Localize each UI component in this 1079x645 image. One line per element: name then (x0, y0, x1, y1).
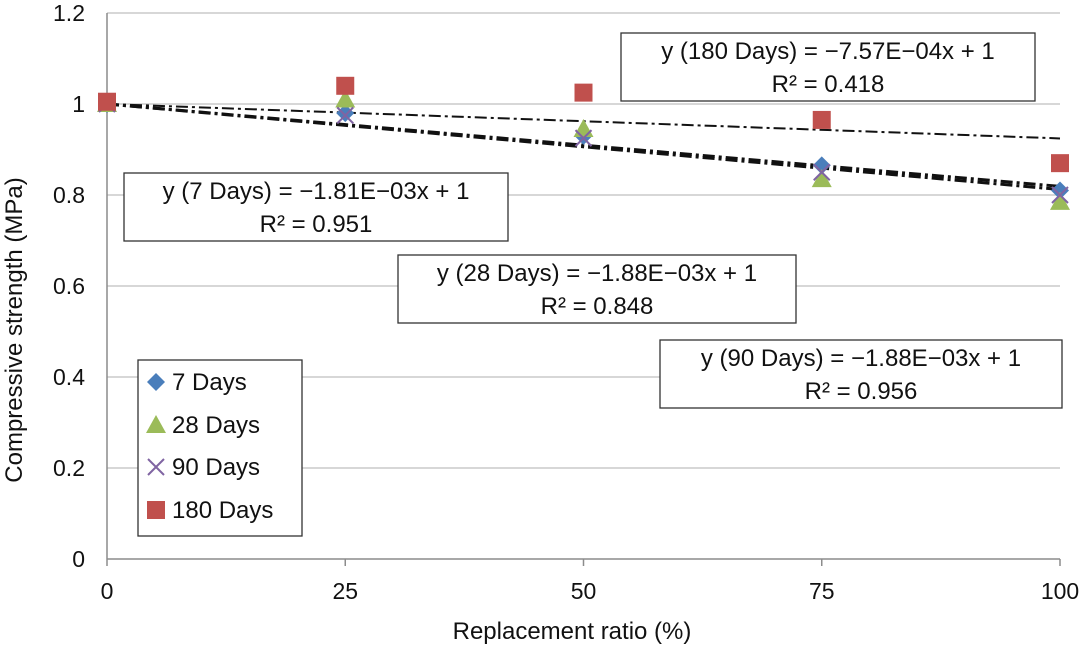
legend-label-90-days: 90 Days (172, 454, 260, 481)
point-28-days-x75 (811, 169, 832, 188)
point-7-days-x25 (336, 104, 355, 123)
x-tick-label-25: 25 (332, 578, 358, 604)
annotation-90-days-equation: y (90 Days) = −1.88E−03x + 1 (701, 345, 1021, 372)
y-tick-labels: 0 0.2 0.4 0.6 0.8 1 1.2 (53, 0, 85, 572)
annotation-90-days: y (90 Days) = −1.88E−03x + 1 R² = 0.956 (659, 339, 1063, 409)
point-90-days-x75 (813, 163, 831, 181)
point-180-days-x0 (98, 92, 116, 111)
legend: 7 Days 28 Days 90 Days 180 Days (137, 359, 303, 537)
point-180-days-x25 (336, 76, 355, 95)
y-axis-title: Compressive strength (MPa) (1, 177, 28, 482)
annotation-90-days-r2: R² = 0.956 (805, 378, 918, 405)
y-tick-label-0.6: 0.6 (53, 273, 85, 299)
x-tick-labels: 0 25 50 75 100 (101, 578, 1079, 604)
y-tick-label-0.4: 0.4 (53, 364, 85, 390)
x-tick-label-50: 50 (571, 578, 597, 604)
legend-marker-7-days (147, 373, 165, 391)
legend-label-7-days: 7 Days (172, 369, 247, 396)
point-90-days-x25 (336, 106, 354, 125)
point-28-days-x100 (1050, 191, 1070, 210)
legend-marker-90-days (147, 458, 165, 476)
annotation-28-days-equation: y (28 Days) = −1.88E−03x + 1 (437, 260, 757, 287)
annotation-28-days: y (28 Days) = −1.88E−03x + 1 R² = 0.848 (397, 254, 797, 324)
legend-markers (146, 373, 166, 519)
annotation-180-days: y (180 Days) = −7.57E−04x + 1 R² = 0.418 (620, 32, 1036, 102)
y-tick-label-0.8: 0.8 (53, 182, 85, 208)
legend-label-180-days: 180 Days (172, 497, 273, 524)
y-tick-label-0: 0 (72, 546, 85, 572)
annotation-180-days-equation: y (180 Days) = −7.57E−04x + 1 (661, 38, 995, 65)
x-tick-label-0: 0 (101, 578, 114, 604)
trendline-1 (106, 102, 1061, 188)
point-7-days-x75 (812, 156, 831, 175)
point-180-days-x50 (574, 83, 593, 102)
y-tick-label-0.2: 0.2 (53, 455, 85, 481)
annotation-7-days: y (7 Days) = −1.81E−03x + 1 R² = 0.951 (123, 172, 509, 242)
legend-label-28-days: 28 Days (172, 412, 260, 439)
legend-marker-180-days (147, 501, 165, 519)
trendline-2 (106, 102, 1061, 192)
y-tick-label-1.2: 1.2 (53, 0, 85, 26)
y-tick-label-1: 1 (72, 91, 85, 117)
annotation-7-days-r2: R² = 0.951 (260, 211, 373, 238)
point-28-days-x25 (335, 89, 356, 108)
point-7-days-x100 (1051, 181, 1069, 200)
annotation-7-days-equation: y (7 Days) = −1.81E−03x + 1 (163, 178, 470, 205)
point-180-days-x100 (1051, 154, 1069, 173)
x-tick-label-100: 100 (1041, 578, 1079, 604)
legend-marker-28-days (146, 415, 166, 433)
data-points (97, 76, 1070, 210)
x-tick-label-75: 75 (809, 578, 835, 604)
point-180-days-x75 (812, 110, 831, 129)
x-axis-title: Replacement ratio (%) (453, 618, 692, 645)
annotation-180-days-r2: R² = 0.418 (772, 71, 885, 98)
point-90-days-x100 (1051, 186, 1069, 204)
point-90-days-x50 (574, 129, 593, 147)
annotation-28-days-r2: R² = 0.848 (541, 293, 654, 320)
